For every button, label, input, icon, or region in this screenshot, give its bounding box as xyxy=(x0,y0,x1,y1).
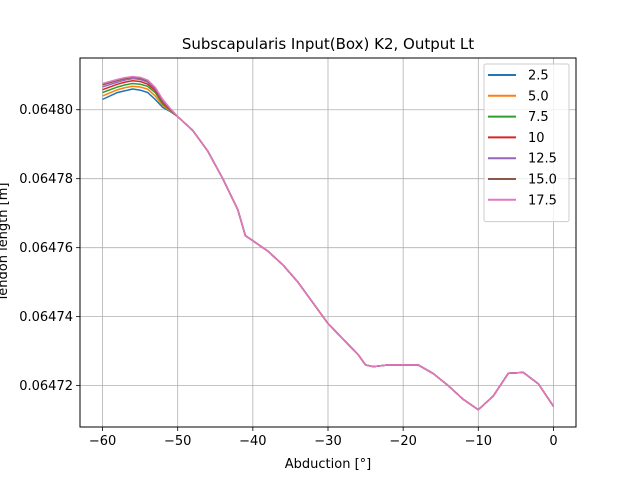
y-axis-label: Tendon length [m] xyxy=(0,183,11,303)
chart-title: Subscapularis Input(Box) K2, Output Lt xyxy=(182,35,474,53)
legend-label: 10 xyxy=(528,131,545,146)
legend-label: 5.0 xyxy=(528,89,549,104)
grid xyxy=(80,58,576,427)
x-tick-label: 0 xyxy=(549,434,557,449)
legend-box xyxy=(483,63,570,223)
y-tick-label: 0.06472 xyxy=(19,379,73,394)
legend-label: 2.5 xyxy=(528,69,549,84)
x-axis-ticks: −60 −50 −40 −30 −20 −10 0 xyxy=(89,427,558,449)
x-axis-label: Abduction [°] xyxy=(285,457,371,472)
x-tick-label: −20 xyxy=(389,434,416,449)
y-tick-label: 0.06476 xyxy=(19,241,73,256)
y-tick-label: 0.06480 xyxy=(19,103,73,118)
x-tick-label: −60 xyxy=(89,434,116,449)
legend-label: 15.0 xyxy=(528,173,557,188)
x-tick-label: −40 xyxy=(239,434,266,449)
series-line-17.5 xyxy=(102,75,555,411)
x-tick-label: −10 xyxy=(465,434,492,449)
series-lines xyxy=(102,75,555,411)
legend: 2.5 5.0 7.5 10 12.5 15.0 17.5 xyxy=(483,63,570,223)
legend-label: 7.5 xyxy=(528,110,549,125)
x-tick-label: −50 xyxy=(164,434,191,449)
x-tick-label: −30 xyxy=(314,434,341,449)
legend-label: 17.5 xyxy=(528,193,557,208)
y-tick-label: 0.06478 xyxy=(19,172,73,187)
legend-label: 12.5 xyxy=(528,152,557,167)
y-tick-label: 0.06474 xyxy=(19,310,73,325)
y-axis-ticks: 0.06472 0.06474 0.06476 0.06478 0.06480 xyxy=(19,103,80,394)
